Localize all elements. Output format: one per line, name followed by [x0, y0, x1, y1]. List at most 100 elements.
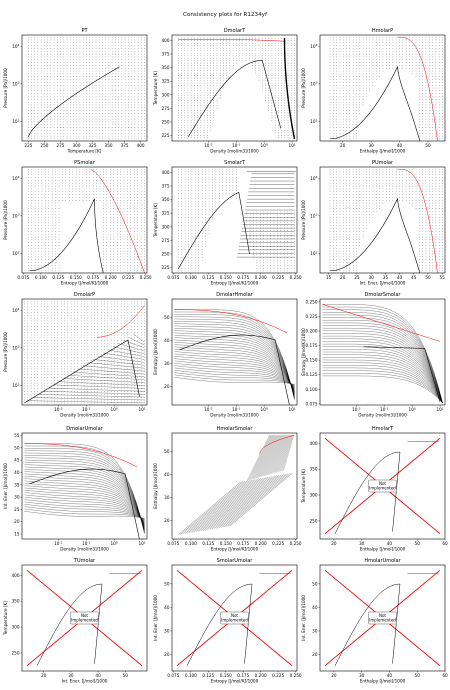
tick-label: 250	[162, 119, 170, 124]
tick-label: 40	[164, 472, 170, 477]
tick-label: 0.150	[306, 358, 318, 363]
tick-label: 20	[331, 673, 337, 678]
tick-label: 20	[164, 384, 170, 389]
tick-label: 0.250	[140, 275, 152, 280]
tick-label: 50	[164, 315, 170, 320]
panel-title: SmolarT	[224, 160, 246, 166]
saturation-dome	[187, 60, 282, 137]
tick-label: 103	[310, 81, 317, 87]
tick-label: 350	[162, 197, 170, 202]
tick-label: 50	[164, 449, 170, 454]
tick-label: 325	[162, 211, 170, 216]
not-implemented-box	[368, 479, 397, 493]
axes-frame	[21, 432, 148, 540]
tick-label: 0.125	[202, 541, 214, 546]
tick-label: 0.125	[52, 275, 64, 280]
x-axis-label: Enthalpy [J/mol]/1000	[360, 149, 406, 154]
x-axis-label: Entropy [J/mol/K]/1000	[211, 281, 259, 286]
phase-boundary	[397, 36, 438, 141]
axes-frame	[21, 166, 148, 274]
phase-boundary	[397, 168, 438, 273]
panel-title: DmolarHmolar	[216, 292, 253, 298]
tick-label: 100	[111, 406, 118, 412]
tick-label: 20	[14, 519, 20, 524]
tick-label: 0.200	[255, 541, 267, 546]
y-axis-label: Temperature [K]	[153, 203, 158, 238]
tick-label: 102	[12, 250, 19, 256]
x-axis-label: Density [mol/m3]/1000	[60, 547, 109, 552]
y-axis-label: Pressure [Pa]/1000	[301, 68, 306, 108]
axes-frame	[21, 298, 148, 406]
panel-title: TUmolar	[73, 558, 96, 564]
tick-label: 10-2	[204, 406, 212, 412]
panel-title: SmolarUmolar	[217, 558, 254, 564]
tick-label: 20	[41, 673, 47, 678]
tick-label: 40	[397, 275, 403, 280]
liquid-isolines	[283, 38, 296, 140]
panel-DmolarUmolar: DmolarUmolar 10-2 10-1 100 101 15 20 25 30 35 40 45…	[3, 426, 148, 552]
tick-label: 104	[12, 307, 19, 313]
panel-title: DmolarP	[74, 292, 95, 298]
tick-label: 275	[162, 106, 170, 111]
isoline-points	[27, 36, 145, 140]
saturation-dome	[329, 65, 421, 141]
tick-label: 0.125	[202, 275, 214, 280]
tick-label: 25	[354, 275, 360, 280]
x-axis-label: Entropy [J/mol/K]/1000	[211, 679, 259, 684]
tick-label: 0.250	[290, 673, 302, 678]
tick-label: 45	[14, 458, 20, 463]
tick-label: 225	[24, 143, 32, 148]
tick-label: 102	[310, 118, 317, 124]
tick-label: 10-2	[204, 142, 212, 148]
tick-label: 400	[137, 143, 145, 148]
tick-label: 0.075	[167, 275, 179, 280]
tick-label: 30	[164, 495, 170, 500]
tick-label: 20	[331, 541, 337, 546]
axes-frame	[319, 432, 446, 540]
saturation-curve	[27, 66, 120, 137]
not-implemented-box	[220, 611, 249, 625]
tick-label: 0.250	[290, 541, 302, 546]
tick-label: 10-1	[380, 406, 388, 412]
panel-SmolarUmolar: SmolarUmolar 0.075 0.100 0.125 0.150 0.175 0.2…	[153, 558, 302, 684]
x-axis-label: Density [mol/m3]/1000	[210, 149, 259, 154]
tick-label: 350	[310, 467, 318, 472]
plot-area	[27, 168, 145, 273]
tick-label: 275	[56, 143, 64, 148]
tick-label: 40	[164, 338, 170, 343]
x-axis-label: Enthalpy [J/mol]/1000	[360, 679, 406, 684]
phase-boundary	[178, 38, 286, 42]
tick-label: 102	[310, 250, 317, 256]
not-implemented-box	[368, 611, 397, 625]
plot-area	[329, 168, 443, 273]
isoline-points	[177, 37, 295, 139]
tick-label: 20	[340, 143, 346, 148]
y-axis-label: Temperature [K]	[3, 601, 8, 636]
tick-label: 375	[162, 52, 170, 57]
isoline-curves	[174, 309, 295, 400]
isoline-curves	[178, 472, 293, 535]
tick-label: 30	[68, 673, 74, 678]
tick-label: 250	[12, 650, 20, 655]
y-axis-label: Temperature [K]	[301, 469, 306, 504]
x-axis-label: Density [mol/m3]/1000	[60, 413, 109, 418]
tick-label: 40	[164, 605, 170, 610]
tick-label: 50	[415, 541, 421, 546]
tick-label: 0.150	[70, 275, 82, 280]
saturation-dome	[363, 346, 441, 402]
saturation-dome	[329, 197, 421, 273]
tick-label: 30	[164, 628, 170, 633]
axes-frame	[319, 166, 446, 274]
tick-label: 10-1	[82, 406, 90, 412]
tick-label: 40	[95, 673, 101, 678]
tick-label: 300	[12, 625, 20, 630]
tick-label: 0.175	[306, 343, 318, 348]
y-axis-label: Int. Ener. [J/mol]/1000	[3, 463, 8, 509]
tick-label: 40	[14, 470, 20, 475]
tick-label: 400	[162, 170, 170, 175]
tick-label: 50	[14, 445, 20, 450]
tick-label: 400	[12, 573, 20, 578]
tick-label: 325	[89, 143, 97, 148]
plot-area	[329, 36, 443, 141]
isoline-points	[177, 168, 295, 272]
